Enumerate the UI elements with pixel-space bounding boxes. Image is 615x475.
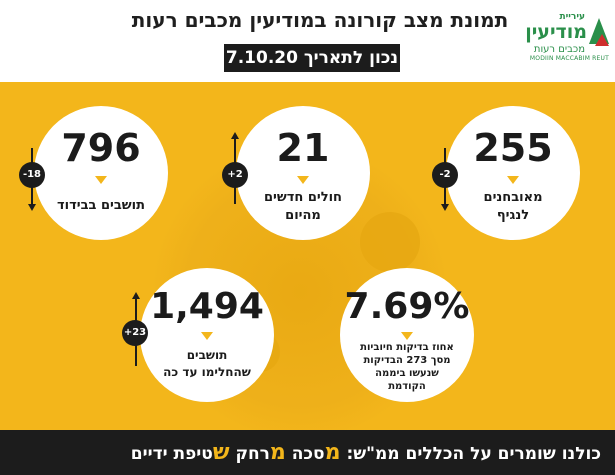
stat-positive-rate: 7.69% אחוז בדיקות חיוביות מסך 273 הבדיקו… xyxy=(340,268,474,402)
header: עיריית מודיעין מכבים רעות MODIIN MACCABI… xyxy=(0,0,615,82)
footer-banner: כולנו שומרים על הכללים ממ"ש: מסכה מרחק ש… xyxy=(0,430,615,475)
logo-red-triangle-icon xyxy=(595,34,609,46)
stat-value: 1,494 xyxy=(150,286,264,327)
pointer-icon xyxy=(95,176,107,184)
stat-diagnosed: 255 מאובחנים לנגיף xyxy=(446,106,580,240)
pointer-icon xyxy=(201,332,213,340)
arrow-down-icon xyxy=(441,204,449,211)
footer-message: כולנו שומרים על הכללים ממ"ש: מסכה מרחק ש… xyxy=(130,440,601,465)
page-title: תמונת מצב קורונה במודיעין מכבים רעות xyxy=(131,8,509,32)
pointer-icon xyxy=(507,176,519,184)
stat-value: 21 xyxy=(276,126,330,170)
pointer-icon xyxy=(401,332,413,340)
stat-value: 796 xyxy=(61,126,141,170)
date-banner: נכון לתאריך 7.10.20 xyxy=(224,44,400,72)
stat-isolation: 796 תושבים בבידוד xyxy=(34,106,168,240)
change-badge: +2 xyxy=(222,162,248,188)
pointer-icon xyxy=(297,176,309,184)
stat-value: 7.69% xyxy=(344,286,470,327)
arrow-up-icon xyxy=(231,132,239,139)
stat-new-patients: 21 חולים חדשים מהיום xyxy=(236,106,370,240)
stat-value: 255 xyxy=(473,126,553,170)
municipality-logo: עיריית מודיעין מכבים רעות MODIIN MACCABI… xyxy=(525,12,609,62)
change-badge: +23 xyxy=(122,320,148,346)
arrow-up-icon xyxy=(132,292,140,299)
arrow-down-icon xyxy=(28,204,36,211)
change-badge: -2 xyxy=(432,162,458,188)
virus-particle-icon xyxy=(360,212,420,272)
stats-panel: 255 מאובחנים לנגיף -2 21 חולים חדשים מהי… xyxy=(0,82,615,430)
change-badge: -18 xyxy=(19,162,45,188)
stat-recovered: 1,494 תושבים שהחלימו עד כה xyxy=(140,268,274,402)
